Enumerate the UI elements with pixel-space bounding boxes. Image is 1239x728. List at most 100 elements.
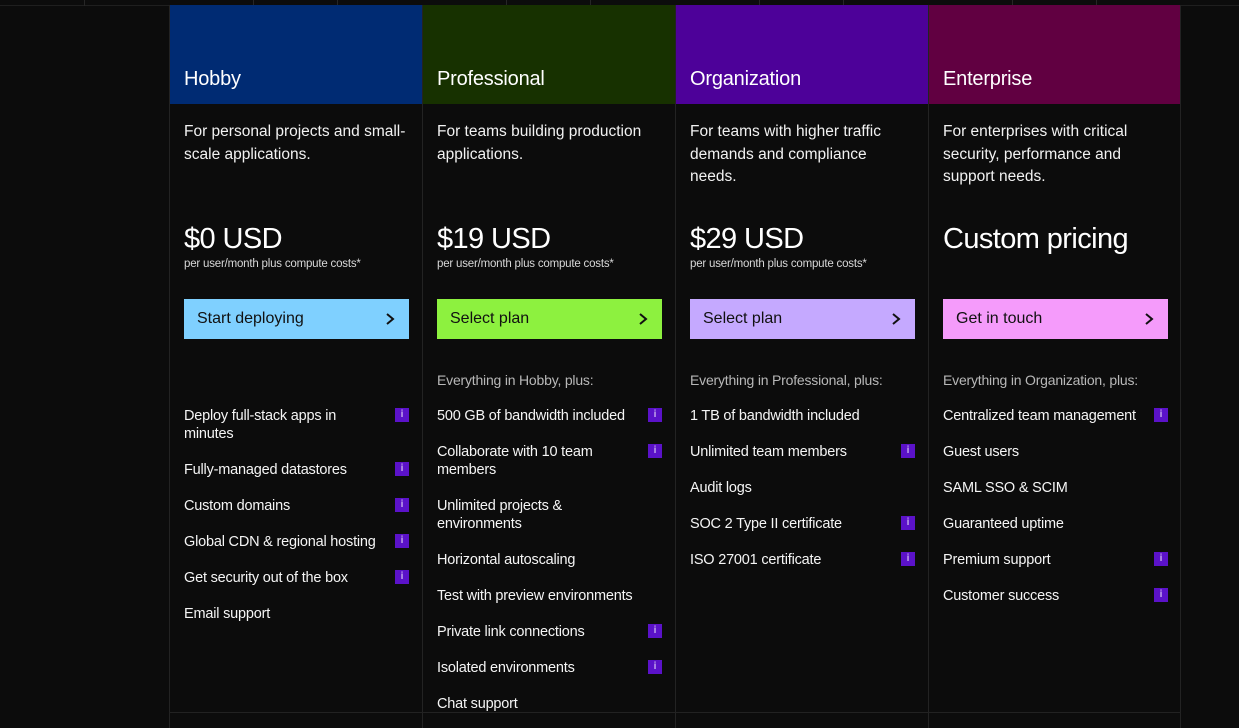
chevron-right-icon — [1142, 312, 1156, 326]
grid-tick — [843, 0, 844, 6]
feature-text: Global CDN & regional hosting — [184, 534, 376, 550]
plan-card-professional: Professional For teams building producti… — [422, 5, 675, 728]
feature-text: Guest users — [943, 444, 1019, 460]
bottom-divider — [169, 712, 1181, 713]
cta-label: Start deploying — [197, 310, 304, 327]
feature-item: Guest users — [943, 443, 1168, 461]
plan-header: Hobby — [170, 5, 422, 104]
feature-item: Private link connections i — [437, 623, 662, 641]
feature-item: Premium support i — [943, 551, 1168, 569]
feature-text: Collaborate with 10 team members — [437, 444, 593, 478]
feature-item: 1 TB of bandwidth included — [690, 407, 915, 425]
feature-list: 500 GB of bandwidth included i Collaborate… — [437, 407, 662, 728]
grid-tick — [759, 0, 760, 6]
feature-text: Unlimited projects & environments — [437, 498, 562, 532]
info-icon[interactable]: i — [901, 444, 915, 458]
info-icon[interactable]: i — [1154, 588, 1168, 602]
feature-item: Custom domains i — [184, 497, 409, 515]
feature-text: Get security out of the box — [184, 570, 348, 586]
info-icon[interactable]: i — [648, 660, 662, 674]
plan-description: For teams building production applicatio… — [437, 123, 642, 163]
cta-label: Get in touch — [956, 310, 1043, 327]
plan-header: Professional — [423, 5, 675, 104]
feature-item: Deploy full-stack apps in minutes i — [184, 407, 409, 443]
feature-item: ISO 27001 certificate i — [690, 551, 915, 569]
feature-text: Horizontal autoscaling — [437, 552, 576, 568]
cta-label: Select plan — [703, 310, 783, 327]
feature-list: Centralized team management i Guest users S… — [943, 407, 1168, 623]
feature-item: Test with preview environments — [437, 587, 662, 605]
info-icon[interactable]: i — [648, 408, 662, 422]
price-note: per user/month plus compute costs* — [437, 258, 614, 270]
feature-text: Premium support — [943, 552, 1051, 568]
feature-text: Fully-managed datastores — [184, 462, 347, 478]
plan-description: For enterprises with critical security, … — [943, 123, 1128, 185]
feature-text: 1 TB of bandwidth included — [690, 408, 860, 424]
info-icon[interactable]: i — [1154, 552, 1168, 566]
feature-text: SAML SSO & SCIM — [943, 480, 1068, 496]
feature-text: Chat support — [437, 696, 518, 712]
feature-item: Fully-managed datastores i — [184, 461, 409, 479]
grid-tick — [506, 0, 507, 6]
info-icon[interactable]: i — [395, 408, 409, 422]
plan-name: Hobby — [184, 68, 241, 90]
feature-list: 1 TB of bandwidth included Unlimited team… — [690, 407, 915, 587]
info-icon[interactable]: i — [395, 570, 409, 584]
info-icon[interactable]: i — [901, 552, 915, 566]
feature-text: ISO 27001 certificate — [690, 552, 822, 568]
grid-tick — [84, 0, 85, 6]
info-icon[interactable]: i — [648, 624, 662, 638]
chevron-right-icon — [636, 312, 650, 326]
grid-tick — [337, 0, 338, 6]
select-plan-professional-button[interactable]: Select plan — [437, 299, 662, 339]
feature-item: SAML SSO & SCIM — [943, 479, 1168, 497]
plan-name: Enterprise — [943, 68, 1033, 90]
feature-item: SOC 2 Type II certificate i — [690, 515, 915, 533]
cta-label: Select plan — [450, 310, 530, 327]
feature-item: Horizontal autoscaling — [437, 551, 662, 569]
get-in-touch-button[interactable]: Get in touch — [943, 299, 1168, 339]
feature-item: Guaranteed uptime — [943, 515, 1168, 533]
feature-text: Unlimited team members — [690, 444, 847, 460]
feature-text: 500 GB of bandwidth included — [437, 408, 625, 424]
select-plan-organization-button[interactable]: Select plan — [690, 299, 915, 339]
plan-description: For personal projects and small-scale ap… — [184, 123, 406, 163]
plan-description: For teams with higher traffic demands an… — [690, 123, 881, 185]
info-icon[interactable]: i — [901, 516, 915, 530]
feature-item: Collaborate with 10 team members i — [437, 443, 662, 479]
price-note: per user/month plus compute costs* — [690, 258, 867, 270]
feature-list: Deploy full-stack apps in minutes i Fully-… — [184, 407, 409, 641]
feature-item: Unlimited team members i — [690, 443, 915, 461]
includes-label: Everything in Professional, plus: — [690, 372, 883, 388]
info-icon[interactable]: i — [395, 498, 409, 512]
plan-price: $0 USD — [184, 223, 283, 255]
info-icon[interactable]: i — [395, 534, 409, 548]
chevron-right-icon — [889, 312, 903, 326]
grid-tick — [253, 0, 254, 6]
plan-card-hobby: Hobby For personal projects and small-sc… — [169, 5, 422, 728]
grid-tick — [1012, 0, 1013, 6]
plan-name: Organization — [690, 68, 801, 90]
pricing-table: Hobby For personal projects and small-sc… — [169, 5, 1182, 728]
feature-item: Centralized team management i — [943, 407, 1168, 425]
feature-text: Customer success — [943, 588, 1060, 604]
feature-item: 500 GB of bandwidth included i — [437, 407, 662, 425]
feature-text: Private link connections — [437, 624, 585, 640]
includes-label: Everything in Hobby, plus: — [437, 372, 594, 388]
info-icon[interactable]: i — [648, 444, 662, 458]
grid-tick — [1096, 0, 1097, 6]
feature-item: Unlimited projects & environments — [437, 497, 662, 533]
start-deploying-button[interactable]: Start deploying — [184, 299, 409, 339]
price-note: per user/month plus compute costs* — [184, 258, 361, 270]
info-icon[interactable]: i — [1154, 408, 1168, 422]
plan-card-organization: Organization For teams with higher traff… — [675, 5, 928, 728]
plan-header: Enterprise — [929, 5, 1180, 104]
plan-header: Organization — [676, 5, 928, 104]
feature-item: Global CDN & regional hosting i — [184, 533, 409, 551]
feature-text: Isolated environments — [437, 660, 575, 676]
feature-item: Audit logs — [690, 479, 915, 497]
plan-name: Professional — [437, 68, 545, 90]
info-icon[interactable]: i — [395, 462, 409, 476]
feature-item: Isolated environments i — [437, 659, 662, 677]
